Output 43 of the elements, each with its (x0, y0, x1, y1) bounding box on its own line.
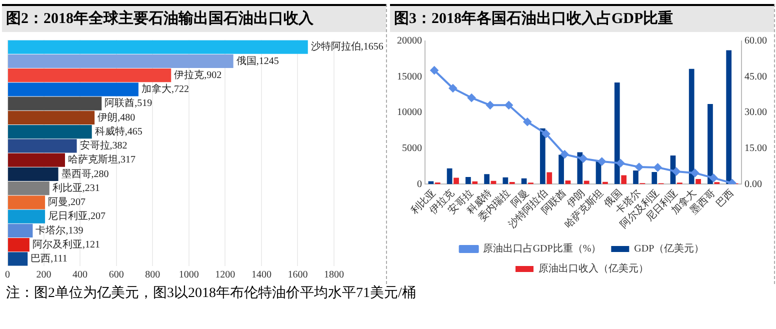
y-tick-label: 0 (417, 178, 422, 190)
x-tick-label: 600 (108, 270, 124, 281)
y2-tick-label: 60.00 (744, 36, 767, 47)
y2-tick-label: 15.00 (744, 142, 767, 154)
y2-tick-label: 30.00 (744, 107, 767, 118)
y2-tick-label: 0.00 (744, 178, 762, 190)
x-tick-label: 1000 (178, 270, 199, 281)
data-label: 卡塔尔,139 (36, 224, 84, 236)
data-label: 伊朗,480 (98, 111, 136, 124)
x-tick-label: 1200 (215, 270, 236, 281)
data-label: 安哥拉,382 (80, 140, 128, 152)
x-tick-label: 0 (5, 270, 10, 281)
data-label: 阿联酋,519 (104, 97, 152, 110)
x-tick-label: 1400 (251, 270, 272, 281)
data-label: 巴西,111 (30, 254, 68, 265)
data-label: 俄国,1245 (236, 54, 279, 67)
data-label: 阿曼,207 (48, 197, 86, 208)
data-label: 墨西哥,280 (61, 168, 109, 180)
legend-label: 原油出口占GDP比重（%） (482, 242, 602, 255)
x-tick-label: 800 (145, 270, 160, 281)
data-label: 阿尔及利亚,121 (32, 238, 100, 250)
data-label: 伊拉克,902 (174, 68, 222, 81)
data-label: 沙特阿拉伯,1656 (310, 40, 384, 53)
x-tick-label: 400 (72, 270, 88, 281)
data-label: 尼日利亚,207 (48, 210, 106, 222)
data-label: 加拿大,722 (141, 83, 189, 96)
y-tick-label: 5000 (402, 142, 422, 154)
y2-tick-label: 45.00 (744, 71, 767, 82)
y-tick-label: 15000 (397, 71, 422, 82)
data-label: 利比亚,231 (52, 182, 100, 194)
text: 注：图2单位为亿美元，图3以2018年布伦特油价平均水平71美元/桶 (6, 284, 416, 303)
x-tick-label: 1800 (324, 270, 344, 281)
chart-title: 图2：2018年全球主要石油输出国石油出口收入 (2, 4, 386, 32)
x-tick-label: 巴西 (714, 188, 736, 210)
x-tick-label: 1600 (288, 270, 308, 281)
x-tick-label: 200 (36, 270, 52, 281)
y-tick-label: 20000 (397, 36, 422, 47)
data-label: 科威特,465 (94, 125, 142, 138)
chart-title: 图3：2018年各国石油出口收入占GDP比重 (390, 4, 774, 32)
y-tick-label: 10000 (397, 107, 422, 118)
legend-label: GDP（亿美元） (634, 242, 704, 255)
legend-label: 原油出口收入（亿美元） (538, 262, 648, 275)
data-label: 哈萨克斯坦,317 (68, 154, 136, 166)
